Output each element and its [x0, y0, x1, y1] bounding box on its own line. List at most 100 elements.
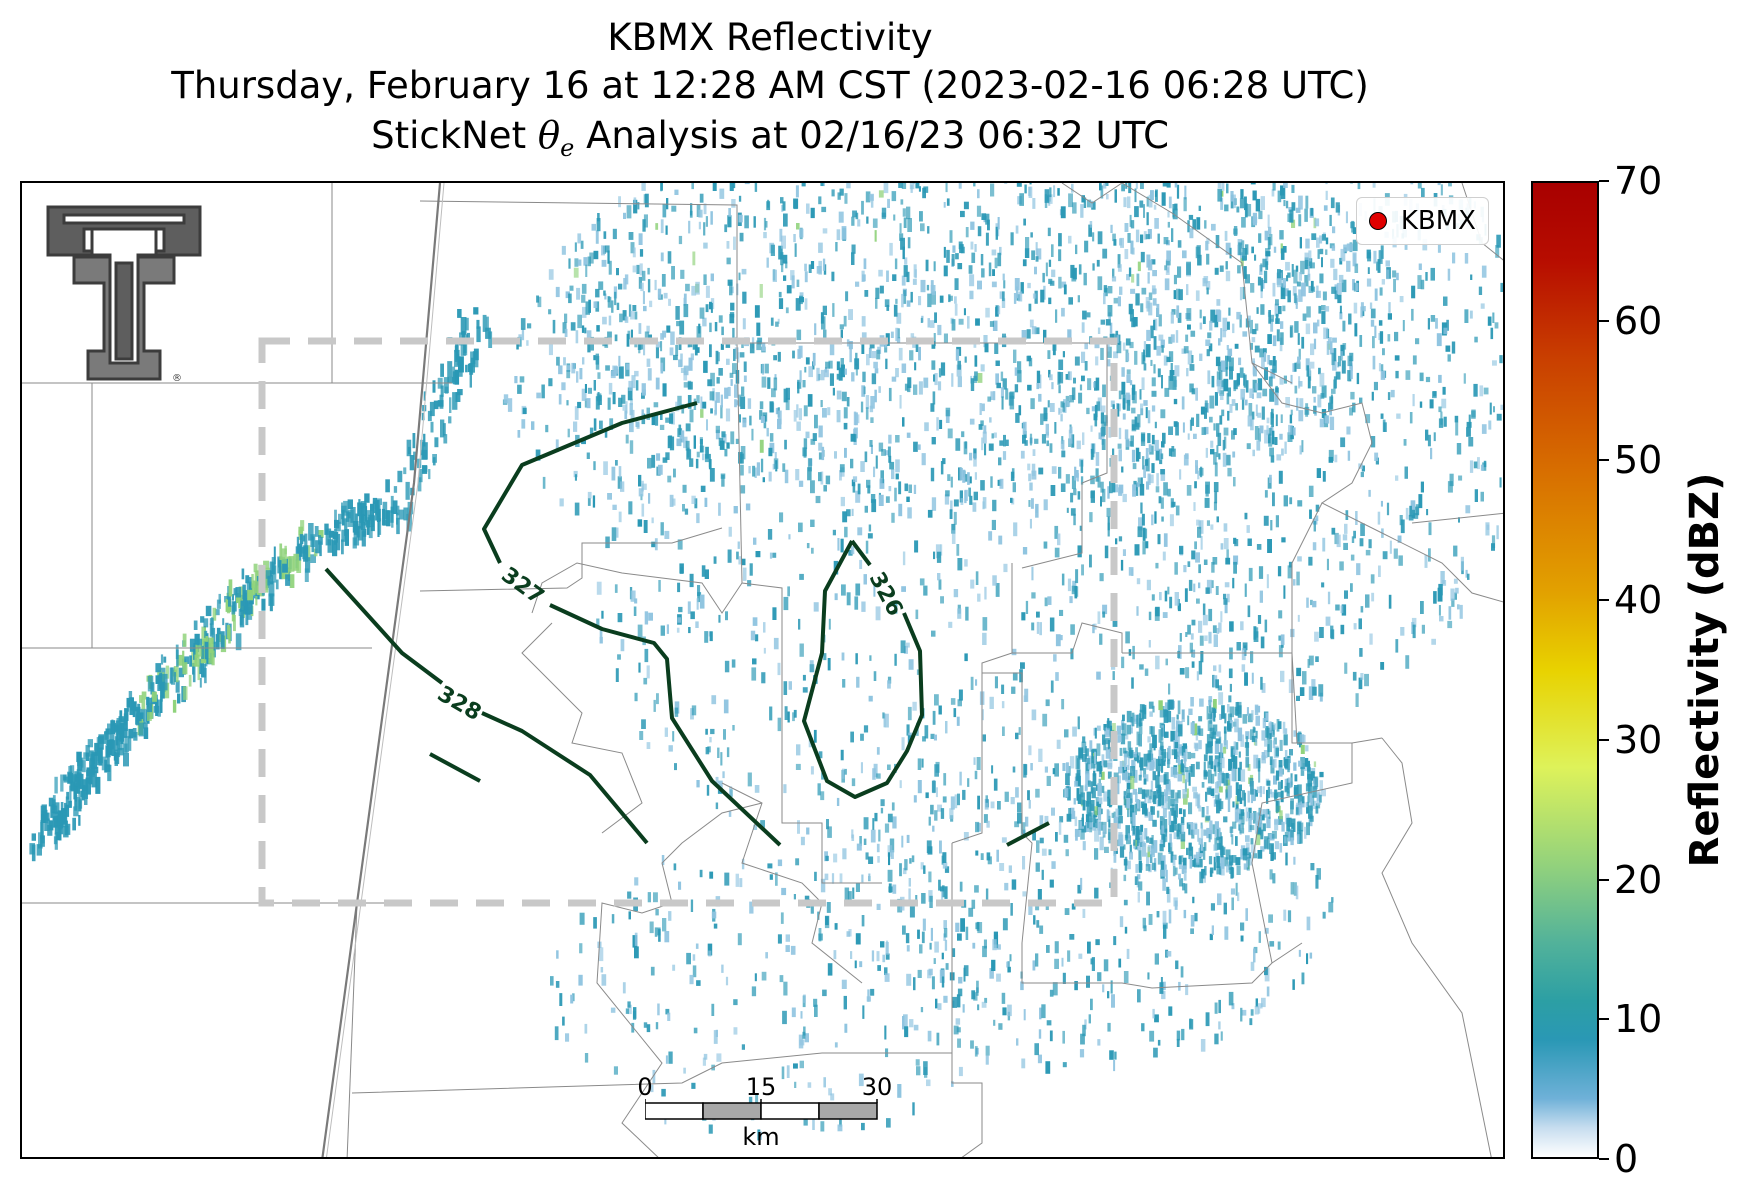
echo-pixel: [1130, 240, 1134, 254]
echo-pixel: [1027, 384, 1032, 391]
echo-pixel: [1110, 224, 1113, 233]
echo-pixel: [1043, 541, 1048, 549]
echo-pixel: [1094, 415, 1098, 427]
echo-pixel: [991, 959, 996, 971]
echo-pixel: [643, 520, 648, 533]
echo-pixel: [1079, 785, 1084, 798]
echo-pixel: [1319, 372, 1325, 387]
echo-pixel: [944, 866, 950, 873]
echo-pixel: [786, 1065, 790, 1078]
echo-pixel: [967, 316, 970, 329]
echo-pixel: [1162, 551, 1166, 561]
echo-pixel: [783, 681, 788, 695]
echo-pixel: [1278, 760, 1283, 768]
echo-pixel: [1211, 580, 1214, 588]
echo-pixel: [1230, 191, 1234, 202]
echo-pixel: [1181, 1028, 1185, 1041]
echo-pixel: [1280, 414, 1283, 423]
echo-pixel: [851, 834, 855, 841]
echo-pixel: [1148, 811, 1154, 821]
echo-pixel: [1205, 339, 1211, 346]
echo-pixel: [949, 808, 954, 819]
echo-pixel: [1157, 771, 1160, 777]
echo-pixel: [1226, 183, 1229, 194]
echo-pixel: [1123, 747, 1127, 754]
echo-pixel: [1058, 407, 1061, 415]
echo-pixel: [726, 442, 730, 449]
echo-pixel: [1160, 469, 1166, 481]
echo-pixel: [1321, 257, 1323, 268]
echo-pixel: [1293, 427, 1296, 436]
echo-pixel: [1344, 590, 1348, 599]
echo-pixel: [749, 415, 752, 426]
echo-pixel: [707, 943, 713, 956]
echo-pixel: [1205, 791, 1208, 802]
echo-pixel: [1141, 513, 1145, 526]
echo-pixel: [955, 922, 960, 932]
echo-pixel: [878, 269, 883, 277]
echo-pixel: [1298, 376, 1301, 389]
echo-pixel: [1243, 863, 1248, 870]
echo-pixel: [860, 401, 864, 413]
echo-pixel: [1124, 429, 1129, 440]
echo-pixel: [801, 183, 806, 187]
echo-pixel: [1382, 419, 1386, 432]
echo-pixel: [522, 407, 527, 414]
echo-pixel: [969, 290, 974, 300]
echo-pixel: [1378, 250, 1383, 264]
echo-pixel: [1265, 712, 1269, 721]
echo-pixel: [906, 642, 910, 648]
echo-pixel: [1148, 701, 1154, 709]
echo-pixel: [1307, 376, 1311, 389]
echo-pixel: [1234, 539, 1239, 547]
echo-pixel: [949, 509, 953, 519]
echo-pixel: [1206, 827, 1210, 839]
echo-pixel: [1117, 296, 1121, 307]
echo-pixel: [656, 693, 659, 705]
echo-pixel: [696, 980, 701, 986]
radar-map[interactable]: 328 327 326 ® KBMX 0 15 30: [20, 181, 1505, 1159]
echo-pixel: [1347, 370, 1352, 382]
echo-pixel: [1240, 388, 1245, 400]
echo-pixel: [827, 407, 831, 416]
echo-pixel: [1424, 554, 1428, 568]
echo-pixel: [1272, 335, 1277, 347]
echo-pixel: [804, 263, 807, 272]
echo-pixel: [916, 1066, 921, 1076]
echo-pixel: [1177, 759, 1182, 767]
echo-pixel: [1217, 382, 1221, 394]
echo-pixel: [1382, 551, 1388, 560]
echo-pixel: [660, 219, 664, 234]
echo-pixel: [751, 667, 757, 681]
echo-pixel: [1123, 859, 1128, 866]
echo-pixel: [704, 497, 708, 507]
echo-pixel: [766, 257, 769, 268]
echo-pixel: [1352, 279, 1355, 291]
echo-pixel: [841, 584, 846, 596]
echo-pixel: [638, 662, 641, 673]
echo-pixel: [699, 437, 703, 444]
echo-pixel: [753, 824, 758, 830]
echo-pixel: [825, 855, 829, 861]
echo-pixel: [983, 335, 988, 348]
echo-pixel: [555, 981, 560, 988]
echo-pixel: [1088, 1014, 1091, 1024]
echo-pixel: [1245, 757, 1250, 768]
echo-pixel: [1240, 189, 1244, 199]
echo-pixel: [799, 1039, 805, 1046]
echo-pixel: [601, 245, 605, 256]
echo-pixel: [1291, 184, 1295, 193]
echo-pixel: [1175, 803, 1178, 818]
echo-pixel: [1049, 1030, 1053, 1042]
echo-pixel: [1185, 984, 1189, 996]
echo-pixel: [1315, 290, 1321, 298]
echo-pixel: [748, 1096, 753, 1104]
echo-pixel: [1415, 338, 1420, 345]
echo-pixel: [634, 370, 639, 377]
echo-pixel: [1306, 365, 1309, 377]
echo-pixel: [1219, 786, 1223, 793]
echo-pixel: [1176, 1030, 1181, 1041]
echo-pixel: [1276, 278, 1282, 288]
echo-pixel: [1133, 839, 1136, 846]
echo-pixel: [1339, 311, 1343, 320]
